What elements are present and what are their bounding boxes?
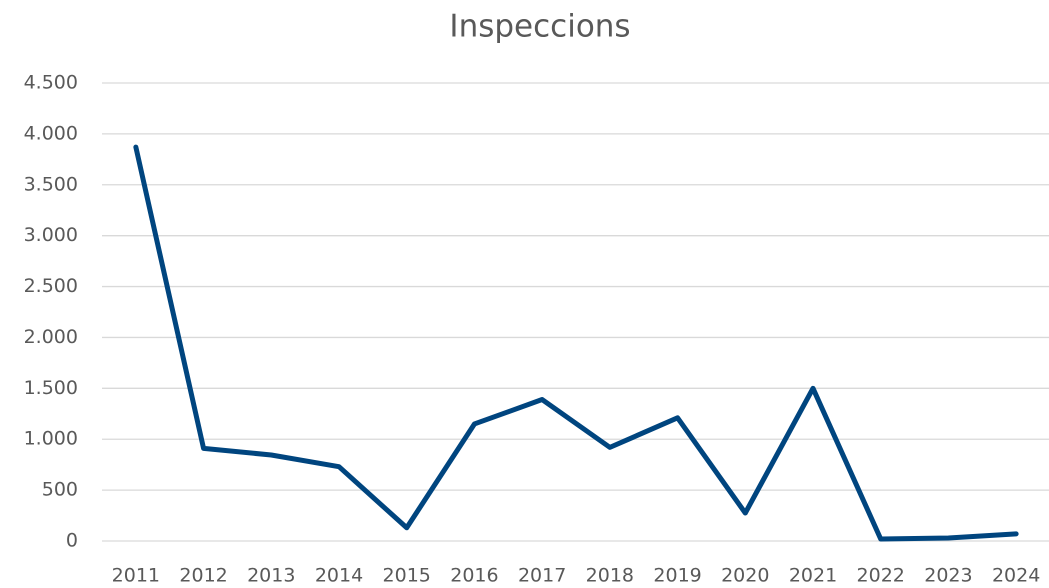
x-tick-label: 2016 [450,565,498,587]
y-tick-label: 2.000 [24,326,78,348]
y-tick-label: 1.500 [24,377,78,399]
y-tick-label: 0 [66,530,78,552]
y-tick-label: 4.500 [24,72,78,94]
x-tick-label: 2015 [383,565,431,587]
x-tick-label: 2023 [924,565,972,587]
x-tick-label: 2014 [315,565,363,587]
x-tick-label: 2020 [721,565,769,587]
y-tick-label: 4.000 [24,122,78,144]
y-tick-label: 2.500 [24,275,78,297]
x-tick-label: 2021 [789,565,837,587]
x-tick-label: 2012 [179,565,227,587]
y-tick-label: 3.500 [24,173,78,195]
x-tick-label: 2019 [653,565,701,587]
x-tick-label: 2024 [992,565,1040,587]
data-line [133,144,1019,542]
x-tick-label: 2013 [247,565,295,587]
y-tick-label: 1.000 [24,428,78,450]
y-tick-label: 3.000 [24,224,78,246]
y-tick-label: 500 [42,479,78,501]
x-tick-label: 2022 [857,565,905,587]
chart-title: Inspeccions [449,9,630,45]
x-tick-label: 2018 [586,565,634,587]
x-tick-label: 2011 [112,565,160,587]
x-tick-label: 2017 [518,565,566,587]
